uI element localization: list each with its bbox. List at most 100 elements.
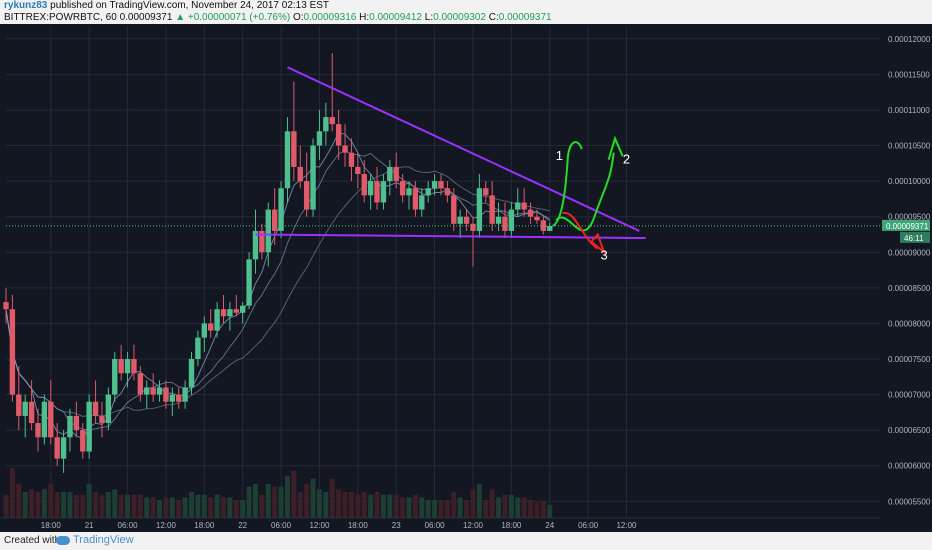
volume-bar: [540, 501, 546, 518]
x-tick-label: 18:00: [194, 521, 215, 530]
price-chart[interactable]: 1 23 0.000120000.000115000.000110000.0001…: [0, 24, 932, 532]
candle-body: [438, 181, 444, 189]
candle-body: [73, 415, 80, 431]
volume-bar: [208, 497, 214, 518]
volume-bar: [189, 492, 195, 518]
current-price: 0.00009371: [119, 12, 173, 23]
candle-body: [284, 131, 291, 189]
volume-bar: [227, 497, 233, 518]
candle-body: [335, 124, 342, 146]
trendline-horizontal-support[interactable]: [255, 233, 646, 240]
annotation-label-2: 2: [623, 151, 630, 166]
candle-body: [118, 359, 124, 374]
volume-bar: [438, 500, 444, 518]
candle-body: [265, 209, 271, 253]
candle-body: [80, 430, 86, 452]
candle-body: [348, 152, 355, 167]
x-tick-label: 12:00: [156, 521, 177, 530]
volume-bar: [355, 494, 361, 518]
volume-bar: [483, 500, 489, 518]
volume-bar: [9, 468, 15, 518]
x-tick-label: 12:00: [463, 521, 484, 530]
volume-bar: [240, 500, 246, 518]
volume-bar: [150, 497, 156, 518]
volume-bar: [387, 494, 393, 518]
volume-bar: [61, 492, 67, 518]
last-price-tag: [882, 219, 930, 231]
candle-body: [329, 117, 335, 125]
volume-bar: [16, 484, 22, 518]
volume-bar: [54, 492, 60, 518]
open-value: 0.00009316: [303, 12, 357, 23]
candle-body: [342, 145, 348, 153]
candle-body: [367, 181, 374, 196]
candle-body: [169, 394, 176, 402]
candle-body: [48, 401, 54, 438]
candle-body: [28, 401, 35, 424]
candle-body: [150, 387, 156, 395]
username[interactable]: rykunz83: [4, 0, 48, 11]
volume-bar: [547, 504, 553, 518]
y-tick-label: 0.00007000: [888, 391, 931, 400]
volume-bar: [201, 494, 207, 518]
volume-bar: [137, 494, 143, 518]
ma-line-10: [5, 149, 551, 430]
price-axis: 0.00012000 0.00011500 0.00011000 0.00010500…: [882, 35, 931, 506]
candle-body: [176, 394, 182, 402]
volume-bar: [425, 500, 431, 518]
candle-body: [246, 259, 252, 306]
volume-bar: [265, 484, 271, 518]
volume-bar: [534, 502, 540, 518]
volume-bar: [80, 494, 86, 518]
candle-body: [310, 145, 316, 210]
y-tick-label: 0.00010000: [888, 177, 931, 186]
candle-body: [355, 166, 361, 175]
annotations: 1 2 3: [552, 135, 630, 262]
volume-bar: [406, 497, 412, 518]
volume-bar: [304, 484, 310, 518]
candle-body: [515, 202, 521, 210]
high-label: H:: [359, 12, 370, 23]
candle-body: [60, 437, 67, 459]
candle-body: [92, 401, 99, 416]
volume-bar: [489, 489, 495, 518]
candle-body: [22, 401, 28, 416]
candle-body: [86, 401, 92, 452]
volume-bar: [176, 500, 182, 518]
scenario-1-path: [552, 141, 583, 227]
candle-body: [233, 309, 239, 313]
volume-bar: [508, 494, 514, 518]
candle-body: [54, 437, 60, 459]
tradingview-brand: TradingView: [73, 534, 134, 546]
candle-body: [105, 394, 112, 424]
trendline-descending-resistance[interactable]: [287, 66, 640, 232]
volume-bar: [118, 494, 124, 518]
candle-body: [131, 359, 137, 374]
volume-bar: [502, 494, 508, 518]
price-axis-panel[interactable]: [880, 24, 932, 518]
candle-body: [163, 387, 169, 402]
candle-body: [188, 359, 195, 388]
volume-bars: [3, 468, 553, 518]
candle-body: [470, 223, 476, 231]
volume-bar: [444, 500, 450, 518]
volume-bar: [342, 492, 348, 518]
volume-bar: [73, 494, 79, 518]
candle-body: [144, 387, 150, 395]
x-tick-label: 06:00: [271, 521, 292, 530]
cloud-icon: [56, 535, 70, 545]
candle-body: [195, 337, 201, 360]
candle-body: [9, 309, 16, 395]
x-tick-label: 18:00: [501, 521, 522, 530]
y-tick-label: 0.00011000: [888, 106, 930, 115]
volume-bar: [528, 500, 534, 518]
annotation-label-1: 1: [556, 148, 563, 163]
volume-bar: [348, 492, 354, 518]
volume-bar: [29, 489, 35, 518]
publish-info: published on TradingView.com, November 2…: [50, 0, 330, 11]
tradingview-link[interactable]: TradingView: [56, 534, 134, 546]
candle-body: [393, 166, 399, 182]
trendlines: [6, 66, 880, 240]
close-value: 0.00009371: [498, 12, 552, 23]
candle-body: [112, 359, 118, 395]
